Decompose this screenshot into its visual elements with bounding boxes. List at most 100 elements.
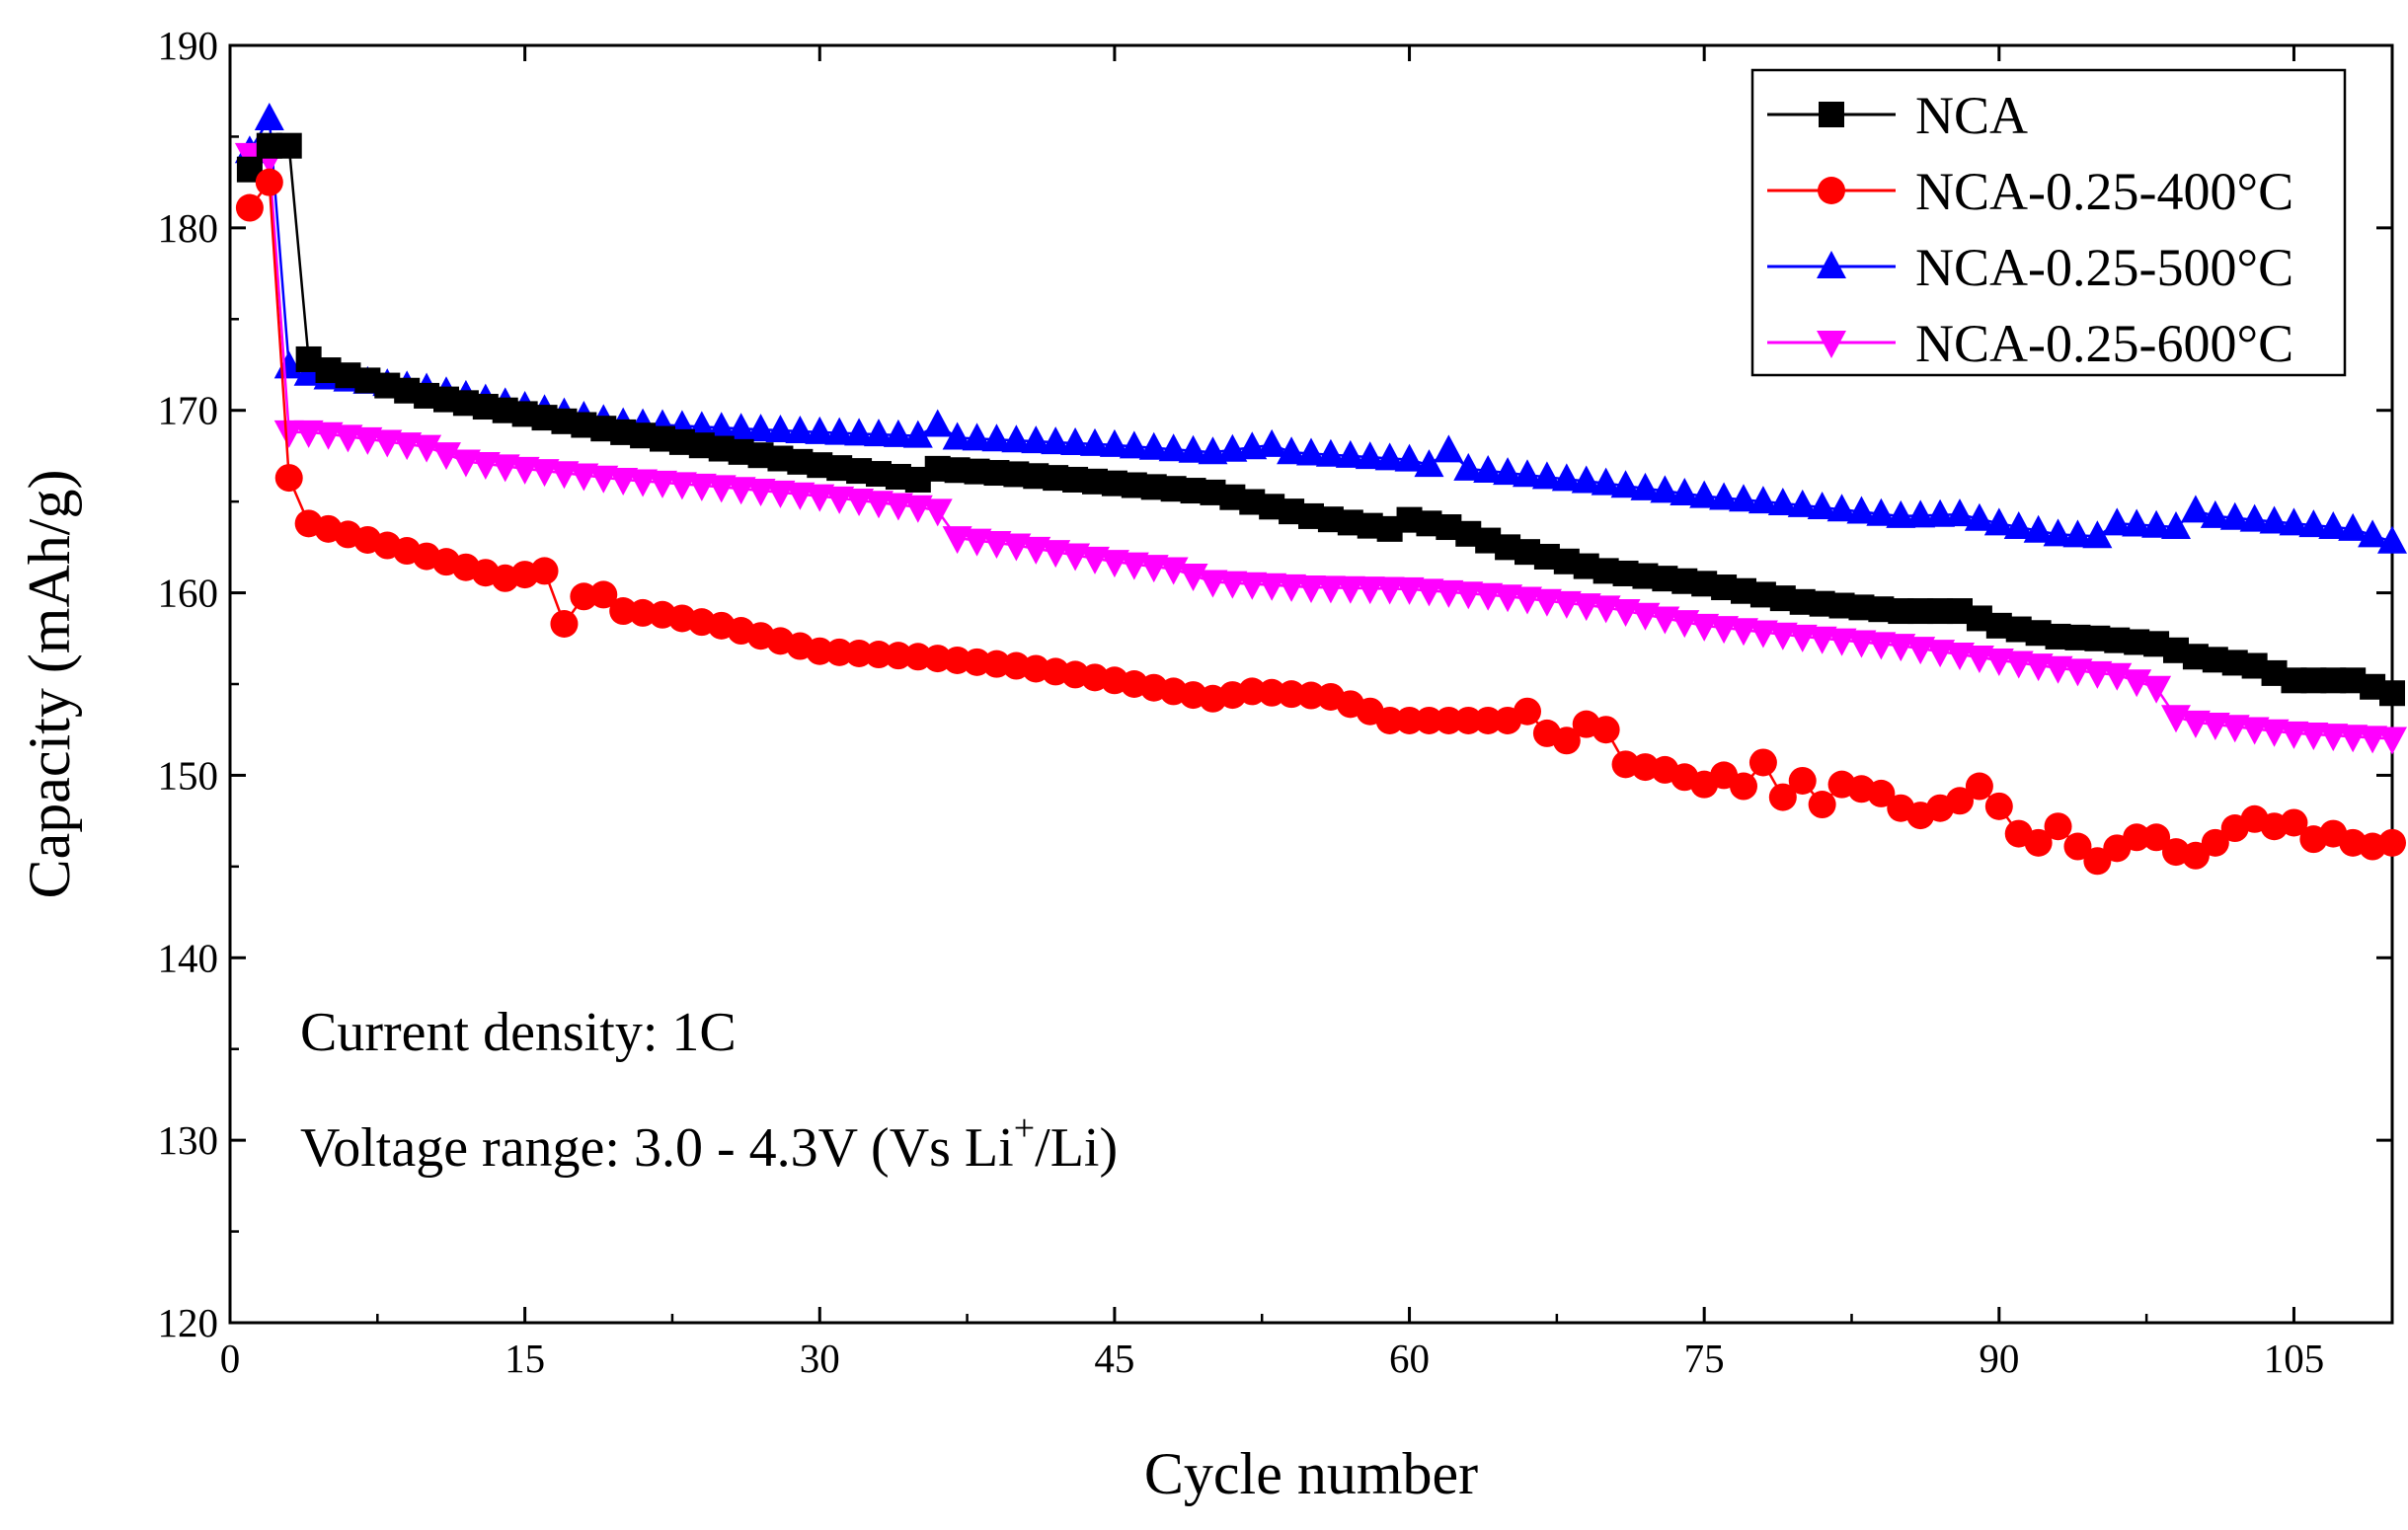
series-nca-0-25-500-c [234,102,2407,554]
data-point [942,421,972,450]
data-point [1592,716,1620,744]
data-point [2298,723,2329,751]
y-tick-label: 130 [158,1117,219,1163]
data-point [2279,507,2309,536]
x-tick-label: 90 [1979,1336,2019,1381]
data-point [1513,459,1542,488]
data-point [1414,449,1444,478]
data-point [1335,439,1365,468]
data-point [1060,426,1091,455]
legend-label: NCA-0.25-500°C [1915,238,2293,297]
data-point [1315,438,1346,467]
data-point [1808,791,1836,819]
legend-item-nca-0-25-500-c: NCA-0.25-500°C [1767,238,2293,297]
data-point [2161,511,2191,540]
legend-marker [1818,177,1845,204]
data-point [274,464,303,493]
legend-item-nca-0-25-600-c: NCA-0.25-600°C [1767,314,2293,373]
data-point [1866,632,1897,660]
data-point [1395,706,1424,734]
data-point [1807,626,1837,654]
data-point [1767,487,1798,515]
x-tick-label: 0 [220,1336,241,1381]
data-point [2082,520,2113,549]
data-point [765,415,796,443]
x-axis-ticks [228,45,2295,1323]
data-point [1689,480,1720,508]
voltage-range-superscript: + [1014,1108,1035,1149]
data-point [2338,725,2369,753]
data-point [1335,575,1365,604]
data-point [2063,832,2092,861]
data-point [1729,484,1758,512]
data-point [1552,727,1581,755]
x-tick-label: 30 [800,1336,840,1381]
current-density-annotation: Current density: 1C [300,1002,737,1063]
y-tick-label: 140 [158,935,219,980]
data-point [254,102,284,130]
data-point [1375,706,1404,734]
legend-box [1750,68,2347,377]
data-point [1415,706,1443,734]
data-point [1394,443,1425,472]
y-tick-label: 180 [158,205,219,251]
data-point [1531,461,1562,490]
data-point [1099,428,1129,457]
data-point [1394,576,1425,605]
data-point [1374,442,1405,471]
data-point [2023,514,2054,543]
data-point [726,413,756,441]
data-point [1021,425,1051,454]
y-axis-ticks [230,43,2392,1325]
data-point [1473,582,1504,611]
legend-item-nca: NCA [1767,86,2028,145]
data-point [273,420,304,448]
data-point [2239,503,2270,532]
data-point [883,419,913,447]
data-point [981,423,1012,452]
data-point [1964,502,1994,531]
data-point [765,480,796,508]
data-point [686,473,717,501]
legend-item-nca-0-25-400-c: NCA-0.25-400°C [1767,162,2293,221]
data-point [922,409,953,437]
data-point [745,479,776,507]
data-point [1296,575,1326,604]
data-point [1945,498,1975,527]
data-point [1374,576,1405,605]
data-point [1709,482,1740,510]
data-point [1296,437,1326,466]
data-point [1119,430,1149,459]
voltage-range-annotation: Voltage range: 3.0 - 4.3V (Vs Li+/Li) [300,1108,1118,1179]
data-point [1237,572,1268,600]
data-point [2379,680,2405,707]
data-point [2180,495,2211,523]
data-point [1414,578,1444,607]
data-point [2318,511,2349,540]
data-point [2043,518,2073,547]
legend-label: NCA-0.25-400°C [1915,162,2293,221]
y-tick-label: 170 [158,388,219,433]
data-point [275,132,302,159]
data-point [2338,512,2369,541]
series-nca-0-25-600-c [234,142,2407,755]
y-tick-label: 150 [158,752,219,798]
data-point [1670,478,1700,506]
y-tick-label: 160 [158,571,219,616]
data-point [806,637,834,665]
x-tick-label: 60 [1389,1336,1430,1381]
data-point [2377,525,2407,554]
data-point [1748,486,1778,514]
data-point [1866,497,1897,526]
data-point [1278,680,1306,709]
data-point [1178,434,1208,463]
x-tick-label: 75 [1684,1336,1725,1381]
data-point [1788,766,1817,795]
data-point [1984,792,2013,820]
data-point [1474,706,1503,734]
data-point [2044,812,2072,841]
data-point [2358,726,2388,754]
data-point [1138,431,1169,460]
data-point [2082,660,2113,689]
